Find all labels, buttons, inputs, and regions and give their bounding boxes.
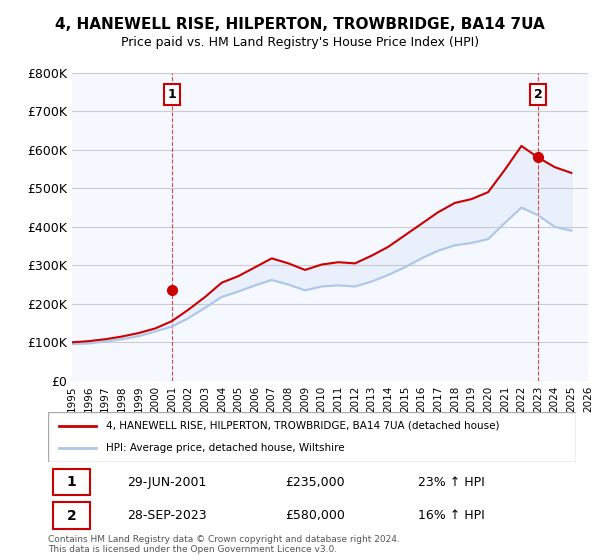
Text: Contains HM Land Registry data © Crown copyright and database right 2024.
This d: Contains HM Land Registry data © Crown c… (48, 535, 400, 554)
Text: £580,000: £580,000 (286, 509, 346, 522)
Text: 16% ↑ HPI: 16% ↑ HPI (418, 509, 484, 522)
Text: 2: 2 (533, 88, 542, 101)
Text: £235,000: £235,000 (286, 475, 345, 489)
Text: Price paid vs. HM Land Registry's House Price Index (HPI): Price paid vs. HM Land Registry's House … (121, 36, 479, 49)
Text: 1: 1 (67, 475, 77, 489)
Text: 23% ↑ HPI: 23% ↑ HPI (418, 475, 484, 489)
Text: 28-SEP-2023: 28-SEP-2023 (127, 509, 207, 522)
Text: 2: 2 (67, 508, 77, 523)
Text: 29-JUN-2001: 29-JUN-2001 (127, 475, 206, 489)
Text: 4, HANEWELL RISE, HILPERTON, TROWBRIDGE, BA14 7UA (detached house): 4, HANEWELL RISE, HILPERTON, TROWBRIDGE,… (106, 421, 500, 431)
FancyBboxPatch shape (53, 502, 90, 529)
Text: HPI: Average price, detached house, Wiltshire: HPI: Average price, detached house, Wilt… (106, 443, 345, 453)
FancyBboxPatch shape (53, 469, 90, 496)
FancyBboxPatch shape (48, 412, 576, 462)
Text: 1: 1 (167, 88, 176, 101)
Text: 4, HANEWELL RISE, HILPERTON, TROWBRIDGE, BA14 7UA: 4, HANEWELL RISE, HILPERTON, TROWBRIDGE,… (55, 17, 545, 32)
